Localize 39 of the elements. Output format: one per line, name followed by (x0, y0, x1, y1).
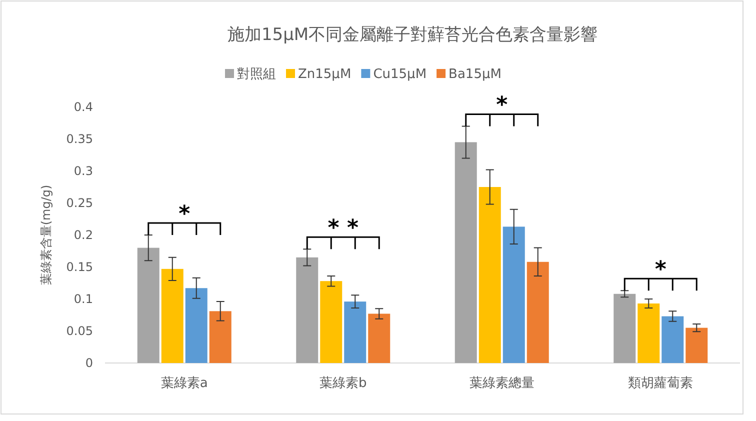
bar (502, 226, 525, 363)
legend-label: 對照組 (237, 67, 276, 82)
bar (185, 288, 208, 363)
bar (296, 257, 318, 363)
y-axis-title: 葉綠素含量(mg/g) (39, 184, 53, 286)
annotation: * * (328, 216, 359, 242)
x-tick-label: 葉綠素a (160, 376, 208, 391)
bar (454, 142, 477, 363)
y-tick-label: 0.35 (66, 132, 93, 146)
y-tick-label: 0 (85, 356, 93, 370)
y-tick-label: 0.15 (66, 260, 93, 274)
bar (344, 302, 366, 363)
bar (526, 262, 549, 363)
bar (161, 268, 184, 363)
x-tick-label: 類胡蘿蔔素 (628, 376, 694, 391)
y-tick-label: 0.05 (66, 324, 93, 338)
y-tick-label: 0.2 (74, 228, 93, 242)
annotation: * (178, 202, 191, 227)
bar (686, 328, 708, 363)
bar (662, 316, 684, 363)
y-tick-label: 0.1 (74, 292, 93, 306)
x-tick-label: 葉綠素b (319, 376, 367, 391)
bar (638, 303, 660, 363)
bar (320, 281, 342, 363)
annotation: * (654, 258, 667, 283)
legend-label: Cu15μM (373, 67, 427, 82)
annotation: * (496, 93, 508, 118)
bar (478, 187, 501, 363)
x-tick-label: 葉綠素總量 (469, 376, 534, 391)
y-tick-label: 0.25 (66, 196, 93, 210)
chart-title: 施加15μM不同金屬離子對蘚苔光合色素含量影響 (227, 25, 598, 45)
bar (368, 314, 390, 363)
y-tick-label: 0.3 (74, 164, 93, 178)
bar (614, 294, 636, 363)
y-tick-label: 0.4 (74, 100, 93, 114)
bar (209, 311, 232, 363)
legend-label: Ba15μM (448, 67, 502, 82)
bar (137, 248, 160, 363)
legend-label: Zn15μM (298, 67, 352, 82)
